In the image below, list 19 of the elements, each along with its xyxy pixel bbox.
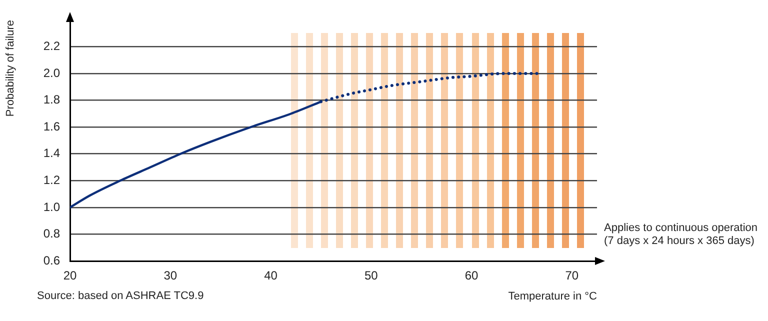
y-tick-label: 2.0	[43, 66, 60, 80]
text: Applies to continuous operation (7 days x 24 hours x 365 days)	[604, 222, 758, 248]
y-tick-label: 1.2	[43, 172, 60, 187]
y-tick-label: 1.4	[43, 146, 60, 160]
y-tick-label: 1.8	[43, 92, 60, 107]
x-tick-label: 60	[464, 268, 479, 283]
x-tick-label: 30	[164, 268, 178, 283]
x-tick-label: 40	[264, 268, 278, 283]
y-tick-label: 1.0	[43, 200, 60, 214]
x-tick-label: 50	[364, 268, 378, 283]
x-tick-label: 20	[63, 268, 77, 283]
x-tick-label: 70	[565, 268, 579, 283]
source-note: Source: based on ASHRAE TC9.9	[37, 290, 204, 302]
y-axis-title: Probability of failure	[4, 20, 17, 117]
y-tick-label: 2.2	[43, 39, 60, 54]
x-axis-title: Temperature in °C	[508, 290, 598, 302]
y-tick-label: 1.6	[43, 119, 60, 134]
y-tick-label: 0.8	[43, 226, 60, 241]
y-tick-label: 0.6	[43, 253, 60, 268]
